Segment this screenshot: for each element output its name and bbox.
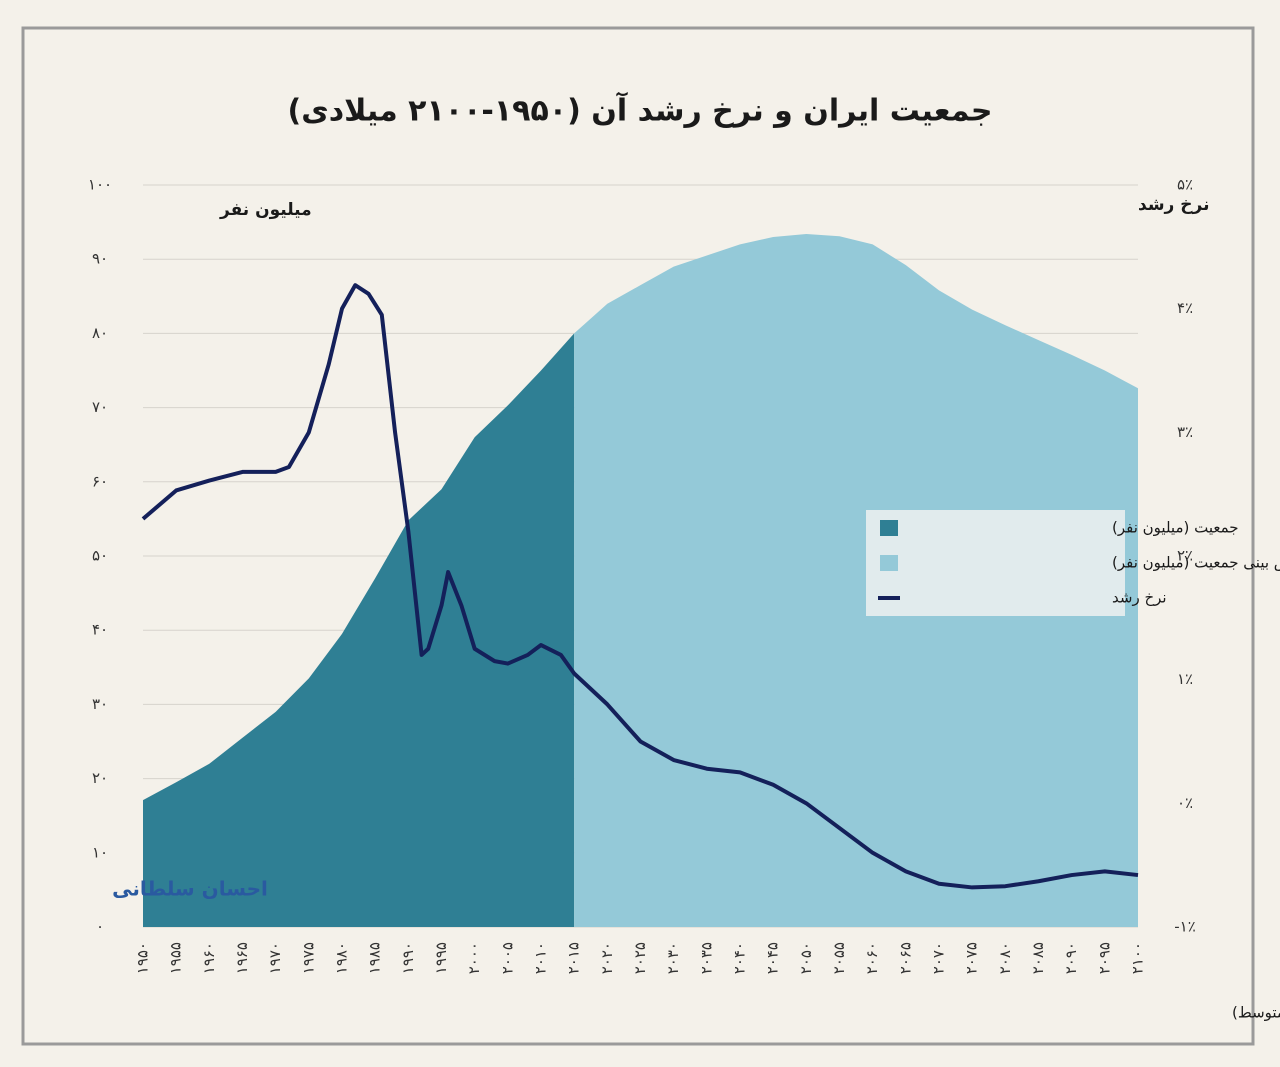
x-tick-label: ۲۰۱۰ [532,942,550,974]
x-tick-label: ۲۰۴۰ [731,942,749,974]
x-tick-label: ۲۰۷۵ [963,942,981,974]
y-tick-label: ۰ [96,918,104,936]
x-tick-label: ۲۰۳۵ [697,942,715,974]
legend-swatch [880,520,898,536]
y2-tick-label: ۴٪ [1177,299,1193,317]
x-tick-label: ۱۹۷۰ [266,942,284,974]
legend-label: جمعیت (میلیون نفر) [1112,519,1239,537]
x-tick-label: ۲۰۷۰ [930,942,948,974]
y-tick-label: ۶۰ [92,472,108,490]
x-tick-label: ۲۰۹۰ [1062,942,1080,974]
x-tick-label: ۲۰۹۵ [1095,942,1113,974]
y-axis-label: میلیون نفر [219,200,312,220]
y2-tick-label: ۱٪ [1177,670,1193,688]
area [574,233,1138,928]
y2-tick-label: ۰٪ [1177,794,1193,812]
x-tick-label: ۲۰۰۵ [498,942,516,974]
y2-tick-label: ۳٪ [1177,423,1193,441]
x-tick-label: ۲۰۸۰ [996,942,1014,974]
y-tick-label: ۳۰ [92,695,108,713]
y-tick-label: ۵۰ [92,547,108,565]
y-tick-label: ۱۰۰ [88,176,112,194]
legend-label: نرخ رشد [1112,589,1167,607]
x-tick-label: ۱۹۸۵ [366,942,384,974]
x-tick-label: ۱۹۶۰ [200,942,218,974]
x-tick-label: ۲۰۱۵ [565,942,583,974]
y2-axis-label: نرخ رشد [1138,195,1209,215]
x-tick-label: ۱۹۹۵ [432,942,450,974]
x-tick-label: ۲۰۰۰ [465,942,483,974]
source: تحلیل و استنتاج: احسان سلطانی بر اساس دا… [1232,1004,1280,1023]
x-tick-label: ۱۹۵۵ [167,942,185,974]
y-tick-label: ۷۰ [92,398,108,416]
x-tick-label: ۲۰۲۵ [631,942,649,974]
y-tick-label: ۱۰ [92,843,108,861]
legend: جمعیت (میلیون نفر) پیش بینی جمعیت (میلیون… [866,510,1280,616]
y-tick-label: ۴۰ [92,621,108,639]
x-tick-label: ۱۹۷۵ [299,942,317,974]
x-tick-label: ۲۰۵۰ [797,942,815,974]
x-tick-label: ۲۰۶۵ [896,942,914,974]
x-tick-label: ۱۹۶۵ [233,942,251,974]
x-tick-label: ۲۰۶۰ [863,942,881,974]
x-tick-label: ۲۰۸۵ [1029,942,1047,974]
x-tick-label: ۲۰۴۵ [764,942,782,974]
y-tick-label: ۹۰ [92,250,108,268]
y-tick-label: ۲۰ [92,769,108,787]
legend-box [866,510,1125,616]
y2-tick-label: ۵٪ [1177,176,1193,194]
legend-label: پیش بینی جمعیت (میلیون نفر) [1112,554,1280,573]
line [141,283,1139,890]
x-tick-label: ۲۰۳۰ [664,942,682,974]
x-tick-label: ۱۹۹۰ [399,942,417,974]
x-tick-label: ۲۰۲۰ [598,942,616,974]
y2-tick-label: ۲٪ [1177,547,1193,565]
x-tick-label: ۱۹۵۰ [134,942,152,974]
x-tick-label: ۱۹۸۰ [333,942,351,974]
plot [141,184,1139,928]
watermark: احسان سلطانی [112,877,268,901]
y2-tick-label: -۱٪ [1174,918,1196,936]
x-tick-label: ۲۰۵۵ [830,942,848,974]
x-tick-label: ۲۱۰۰ [1129,942,1147,974]
legend-swatch [880,555,898,571]
chart-title: جمعیت ایران و نرخ رشد آن (۱۹۵۰-۲۱۰۰ میلا… [288,92,993,129]
area [143,333,575,927]
y-tick-label: ۸۰ [92,324,108,342]
